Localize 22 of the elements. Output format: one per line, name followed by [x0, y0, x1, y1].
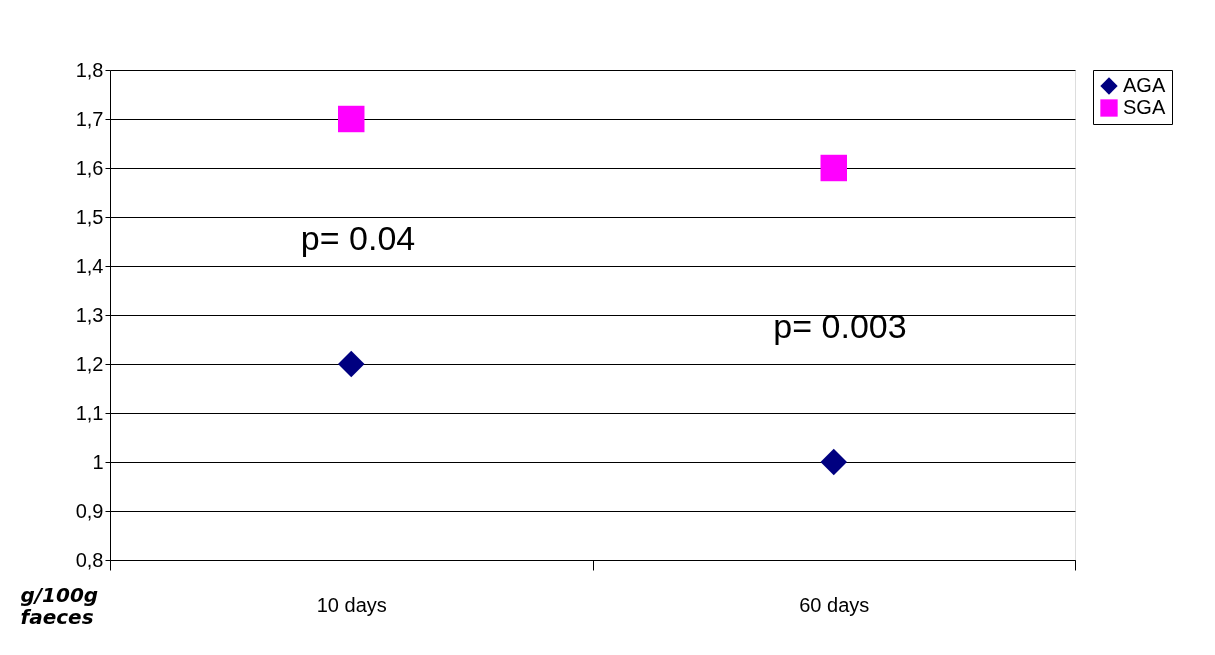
y-tick-label: 0,8 [75, 548, 104, 571]
x-tick-label: 60 days [799, 593, 870, 616]
annotation: p= 0.003 [773, 307, 907, 345]
legend-label: AGA [1123, 74, 1166, 96]
y-axis-title: g/100g faeces [20, 582, 99, 629]
point [338, 105, 365, 133]
point [820, 154, 847, 182]
y-tick-label: 0,9 [75, 499, 104, 522]
legend-label: SGA [1123, 96, 1166, 118]
y-tick-label: 1,5 [75, 205, 104, 228]
annotation: p= 0.04 [300, 219, 416, 257]
y-tick-label: 1,6 [75, 156, 104, 179]
y-tick-label: 1,1 [75, 401, 104, 424]
y-tick-label: 1,3 [75, 303, 104, 326]
y-tick-label: 1,8 [75, 58, 104, 81]
x-tick-label: 10 days [316, 593, 387, 616]
y-tick-label: 1,7 [75, 107, 104, 130]
y-tick-label: 1,2 [75, 352, 104, 375]
y-tick-label: 1,4 [75, 254, 104, 277]
y-tick-label: 1 [92, 450, 104, 473]
point [338, 350, 365, 378]
point [820, 448, 847, 476]
